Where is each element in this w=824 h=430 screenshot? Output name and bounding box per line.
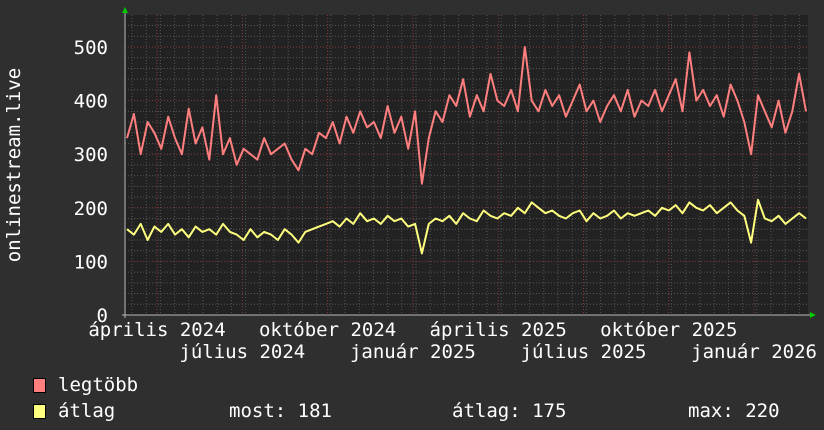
x-tick-label: július 2024 <box>179 341 305 363</box>
y-axis-arrow-icon <box>122 7 128 13</box>
legend-item-max: legtöbb <box>33 374 138 396</box>
grid <box>125 15 808 315</box>
stat-atlag: átlag: 175 <box>452 400 567 422</box>
x-tick-label: október 2025 <box>600 319 737 341</box>
plot-area <box>125 15 808 315</box>
y-tick-label: 100 <box>74 251 108 273</box>
y-tick-label: 200 <box>74 198 108 220</box>
y-tick-label: 400 <box>74 91 108 113</box>
x-tick-label: október 2024 <box>259 319 396 341</box>
y-tick-label: 0 <box>97 305 108 327</box>
x-tick-label: január 2026 <box>691 341 817 363</box>
series-line-max <box>126 46 807 185</box>
y-tick-label: 300 <box>74 144 108 166</box>
legend-swatch-max <box>33 377 46 393</box>
stat-max: max: 220 <box>688 400 780 422</box>
x-axis-arrow-icon <box>810 312 816 318</box>
legend-label-max: legtöbb <box>58 374 139 396</box>
legend-label-avg: átlag <box>58 400 116 422</box>
y-axis-label: onlinestream.live <box>3 68 25 262</box>
legend-item-avg: átlag <box>33 400 115 422</box>
x-tick-label: január 2025 <box>350 341 476 363</box>
legend-swatch-avg <box>33 403 46 419</box>
y-tick-label: 500 <box>74 37 108 59</box>
series-lines <box>126 46 807 255</box>
x-tick-label: április 2025 <box>430 319 567 341</box>
stat-most: most: 181 <box>229 400 332 422</box>
y-axis: 0 100 200 300 400 500 <box>74 37 108 327</box>
series-line-avg <box>126 198 807 255</box>
x-tick-label: április 2024 <box>88 319 225 341</box>
x-tick-label: július 2025 <box>521 341 647 363</box>
